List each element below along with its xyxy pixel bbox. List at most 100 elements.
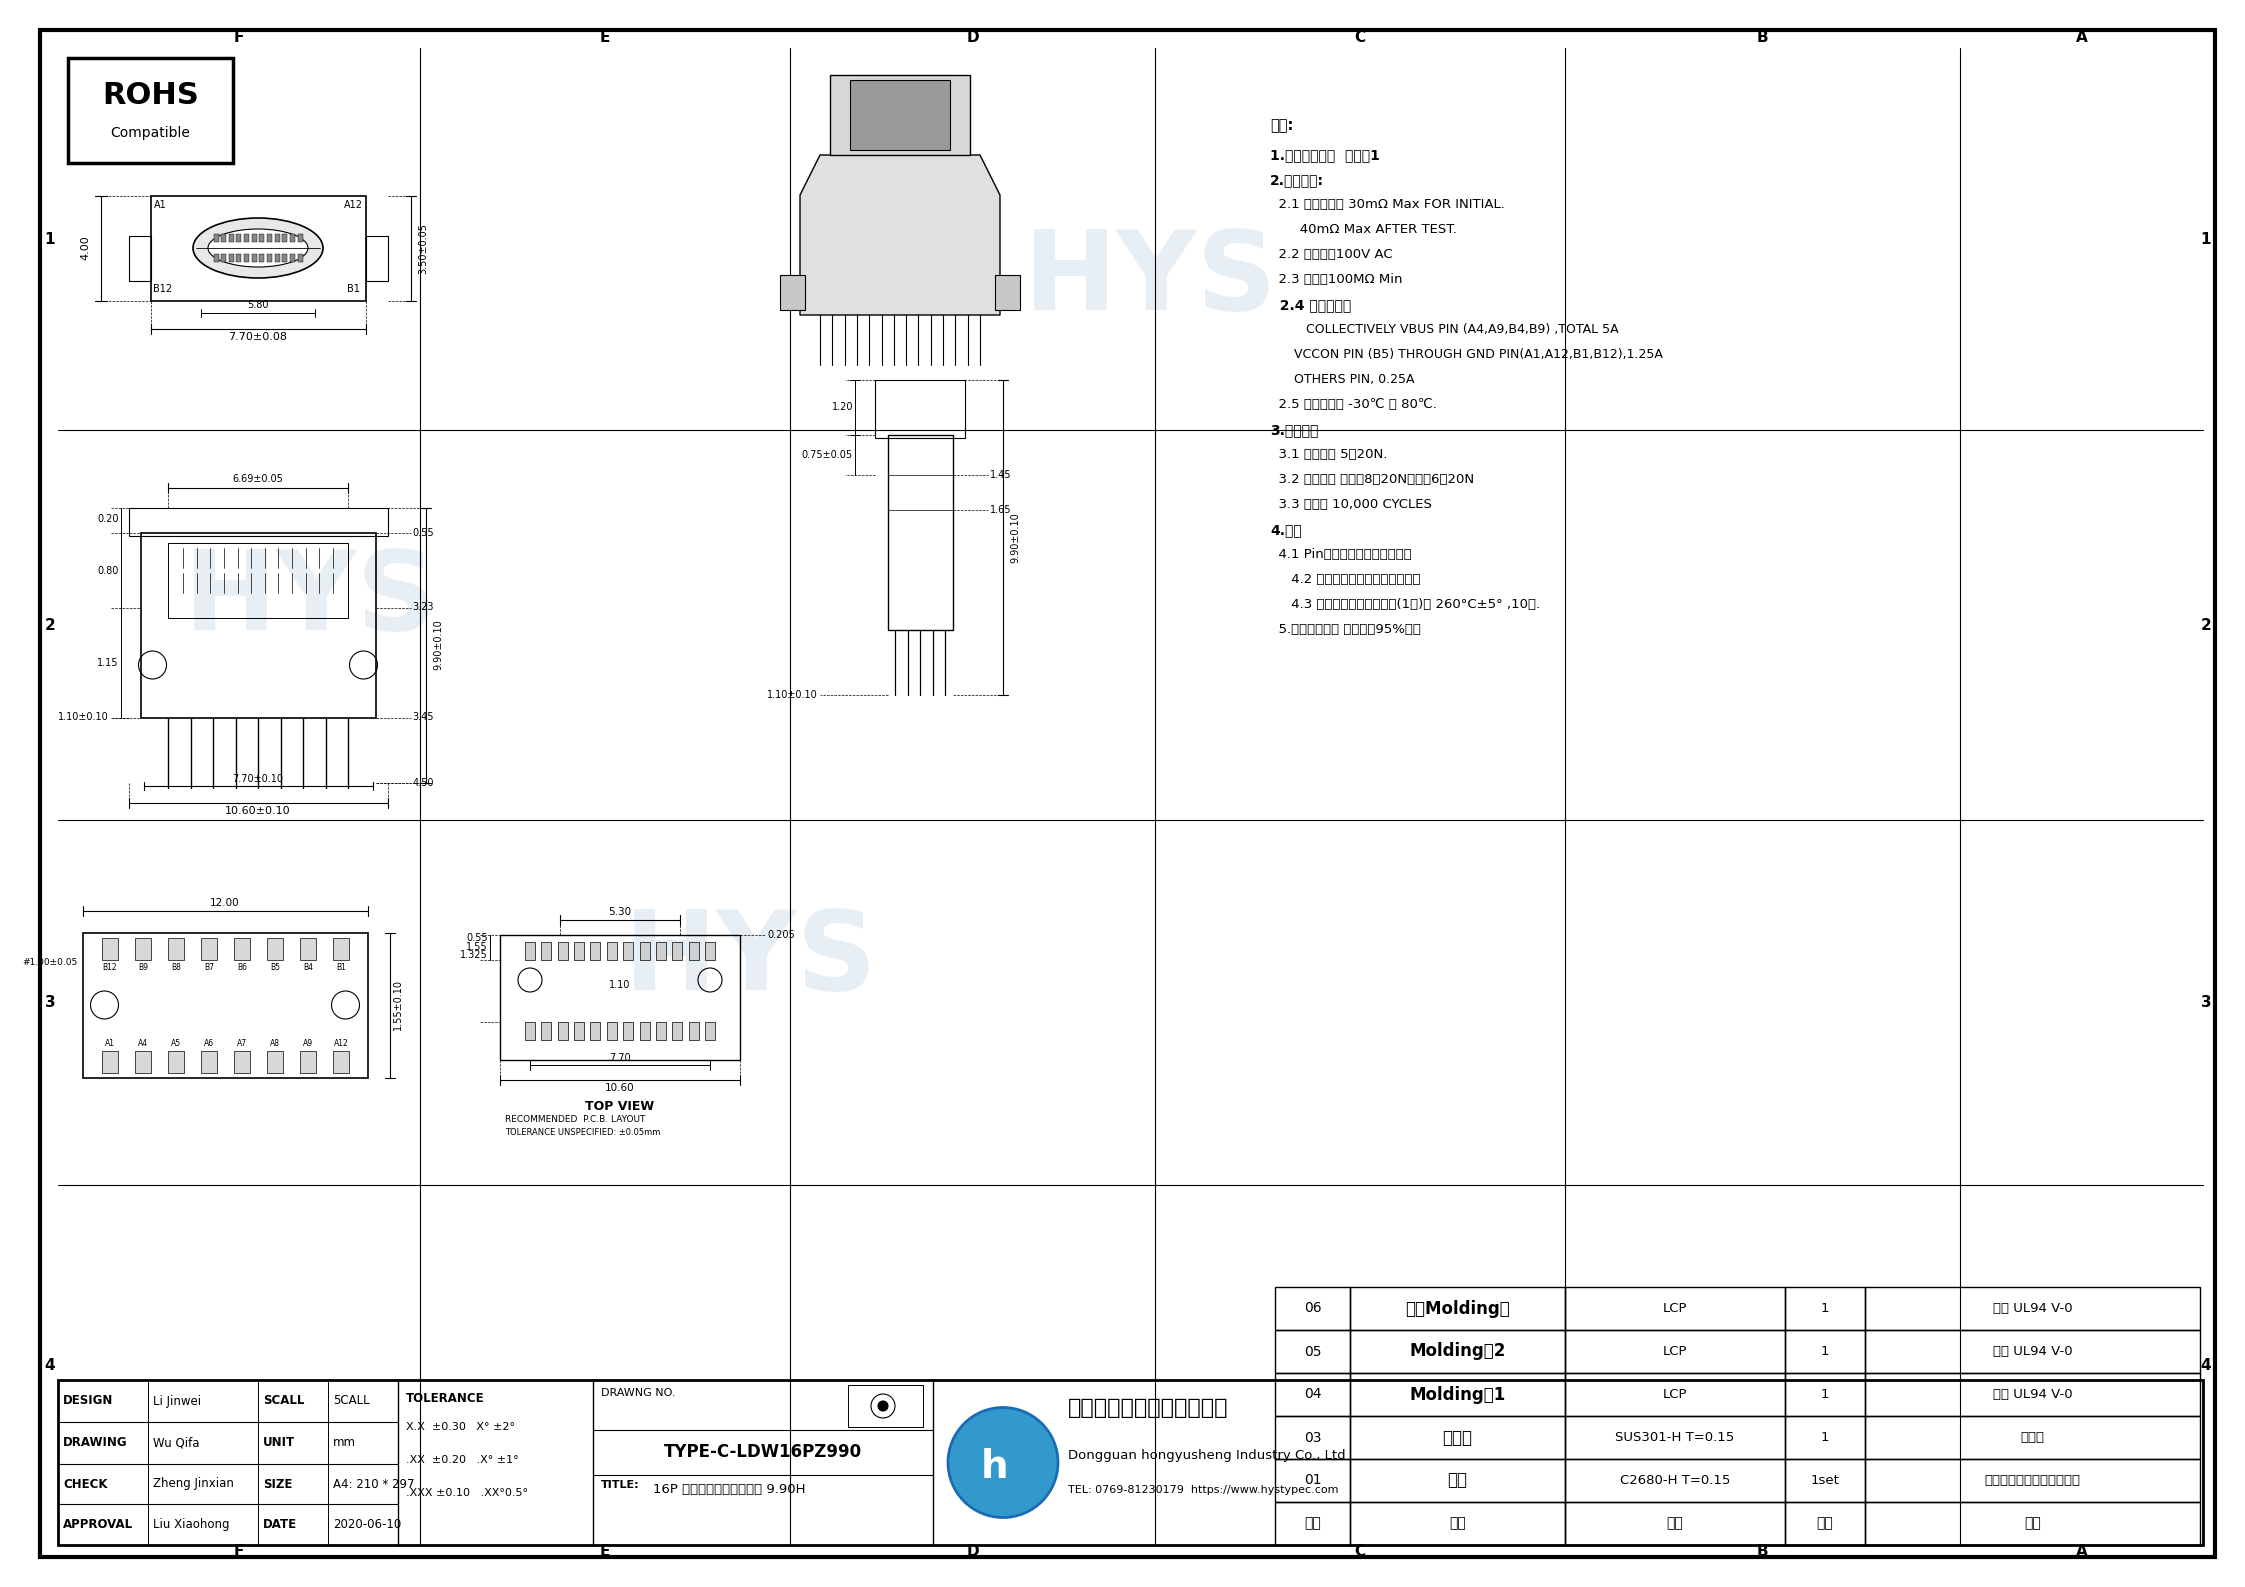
Text: E: E <box>599 30 611 46</box>
Text: 东莞市宏照盛实业有限公司: 东莞市宏照盛实业有限公司 <box>1069 1398 1228 1419</box>
Text: C: C <box>1354 1544 1365 1558</box>
Text: 功能接触区镀锄，焊脚镀锅: 功能接触区镀锄，焊脚镀锅 <box>1985 1474 2081 1487</box>
Text: D: D <box>965 1544 979 1558</box>
Text: HYS: HYS <box>1024 227 1277 333</box>
Bar <box>251 233 256 241</box>
Text: 2.2 耐电压：100V AC: 2.2 耐电压：100V AC <box>1271 248 1392 260</box>
Text: TOLERANCE UNSPECIFIED: ±0.05mm: TOLERANCE UNSPECIFIED: ±0.05mm <box>505 1128 660 1136</box>
Text: 3.50±0.05: 3.50±0.05 <box>418 222 429 273</box>
Bar <box>267 254 272 262</box>
Text: TYPE-C-LDW16PZ990: TYPE-C-LDW16PZ990 <box>665 1443 862 1462</box>
Bar <box>245 254 249 262</box>
Bar <box>656 1022 667 1039</box>
Text: 1: 1 <box>1821 1389 1830 1401</box>
Text: 2.4 额定电流：: 2.4 额定电流： <box>1271 298 1351 313</box>
Bar <box>274 233 281 241</box>
Bar <box>779 275 806 309</box>
Text: 1.55: 1.55 <box>467 943 487 952</box>
Bar <box>101 1051 119 1073</box>
Bar <box>1866 1373 2200 1416</box>
Text: D: D <box>965 30 979 46</box>
Text: 6.69±0.05: 6.69±0.05 <box>233 475 283 484</box>
Bar <box>1275 1501 1349 1546</box>
Text: .XX  ±0.20   .X° ±1°: .XX ±0.20 .X° ±1° <box>406 1455 519 1465</box>
Bar <box>606 1022 617 1039</box>
Circle shape <box>972 1431 1033 1493</box>
Text: 1: 1 <box>45 232 56 246</box>
Text: 01: 01 <box>1304 1473 1322 1487</box>
Bar <box>267 233 272 241</box>
Bar <box>1275 1458 1349 1501</box>
Text: A1: A1 <box>106 1038 114 1047</box>
Text: 10.60±0.10: 10.60±0.10 <box>224 806 292 816</box>
Text: 7.70±0.10: 7.70±0.10 <box>233 773 283 784</box>
Text: B: B <box>1756 30 1769 46</box>
Text: 03: 03 <box>1304 1430 1322 1444</box>
Text: 二次Molding件: 二次Molding件 <box>1405 1300 1511 1317</box>
Text: 4.其它: 4.其它 <box>1271 524 1302 536</box>
Bar <box>213 254 218 262</box>
Bar <box>705 1022 714 1039</box>
Text: h: h <box>981 1449 1008 1487</box>
Text: F: F <box>233 30 245 46</box>
Bar <box>141 533 375 717</box>
Text: DRAWING: DRAWING <box>63 1436 128 1449</box>
Text: UNIT: UNIT <box>263 1436 294 1449</box>
Text: 白色 UL94 V-0: 白色 UL94 V-0 <box>1994 1301 2072 1316</box>
Bar <box>1565 1501 1785 1546</box>
Bar <box>1866 1458 2200 1501</box>
Bar <box>267 938 283 960</box>
Text: 品名: 品名 <box>1448 1517 1466 1530</box>
Bar <box>222 254 227 262</box>
Text: 4.1 Pin针不可有压弯、变形现象: 4.1 Pin针不可有压弯、变形现象 <box>1271 548 1412 560</box>
Bar <box>640 1022 649 1039</box>
Text: 7.70: 7.70 <box>608 1054 631 1063</box>
Bar <box>135 938 150 960</box>
Text: DESIGN: DESIGN <box>63 1395 114 1408</box>
Bar <box>1275 1373 1349 1416</box>
Text: 1: 1 <box>2200 232 2211 246</box>
Text: B8: B8 <box>171 962 182 971</box>
Bar <box>236 233 242 241</box>
Bar <box>995 275 1019 309</box>
Text: 4: 4 <box>2200 1357 2211 1373</box>
Bar <box>366 236 388 281</box>
Text: 材质: 材质 <box>1666 1517 1684 1530</box>
Text: 1.15: 1.15 <box>97 657 119 668</box>
Bar <box>541 1022 552 1039</box>
Text: B12: B12 <box>153 284 173 295</box>
Text: 1set: 1set <box>1809 1474 1839 1487</box>
Bar <box>128 236 150 281</box>
Text: 5.满足可焊性： 吃锡面积95%以上: 5.满足可焊性： 吃锡面积95%以上 <box>1271 624 1421 636</box>
Bar <box>541 943 552 960</box>
Text: SUS301-H T=0.15: SUS301-H T=0.15 <box>1616 1431 1735 1444</box>
Bar <box>251 254 256 262</box>
Text: 5.80: 5.80 <box>247 300 269 311</box>
Text: TITLE:: TITLE: <box>602 1481 640 1490</box>
Text: A4: 210 * 297: A4: 210 * 297 <box>332 1477 415 1490</box>
Text: Molding件1: Molding件1 <box>1410 1385 1506 1403</box>
Text: A: A <box>2077 1544 2088 1558</box>
Bar <box>274 254 281 262</box>
Bar <box>150 195 366 300</box>
Bar <box>689 943 698 960</box>
Text: A6: A6 <box>204 1038 213 1047</box>
Text: 白色 UL94 V-0: 白色 UL94 V-0 <box>1994 1346 2072 1358</box>
Text: #1.00±0.05: #1.00±0.05 <box>22 959 79 966</box>
Bar <box>332 938 348 960</box>
Text: APPROVAL: APPROVAL <box>63 1519 132 1531</box>
Bar <box>1866 1287 2200 1330</box>
Text: 2: 2 <box>45 617 56 633</box>
Bar <box>202 938 218 960</box>
Bar <box>849 1385 923 1427</box>
Bar <box>233 938 249 960</box>
Text: B12: B12 <box>103 962 117 971</box>
Text: B: B <box>1756 1544 1769 1558</box>
Text: LCP: LCP <box>1664 1346 1688 1358</box>
Text: B7: B7 <box>204 962 213 971</box>
Bar <box>575 943 584 960</box>
Bar <box>135 1051 150 1073</box>
Bar <box>1565 1416 1785 1458</box>
Text: 4.2 环保要求：环境物料管理规定: 4.2 环保要求：环境物料管理规定 <box>1271 573 1421 586</box>
Text: 7.70±0.08: 7.70±0.08 <box>229 332 287 341</box>
